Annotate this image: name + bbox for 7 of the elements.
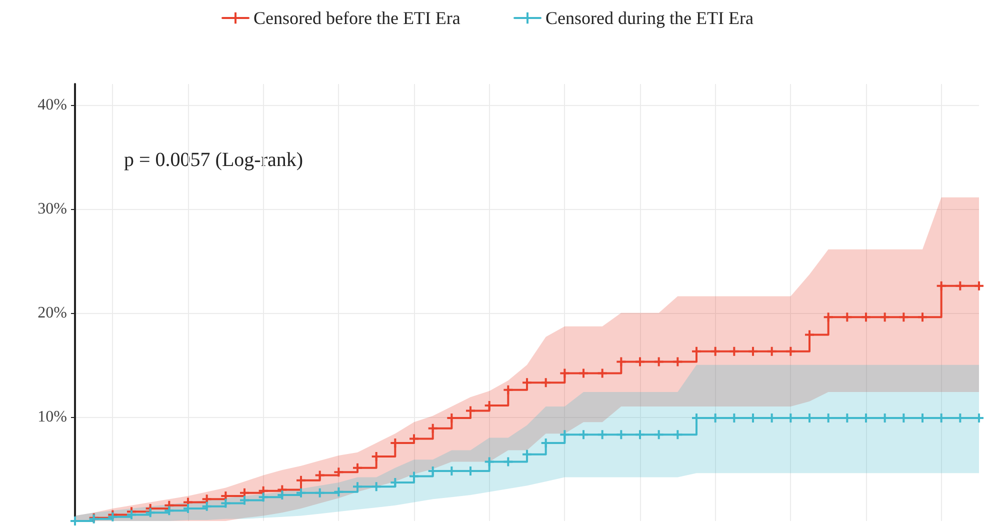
annotation: p = 0.0057 (Log-rank) — [124, 149, 304, 171]
legend-label: Censored before the ETI Era — [254, 8, 460, 28]
y-tick-label: 10% — [38, 408, 67, 426]
y-tick-label: 40% — [38, 96, 67, 114]
legend-label: Censored during the ETI Era — [546, 8, 754, 28]
y-tick-label: 30% — [38, 200, 67, 218]
y-tick-label: 20% — [38, 304, 67, 322]
